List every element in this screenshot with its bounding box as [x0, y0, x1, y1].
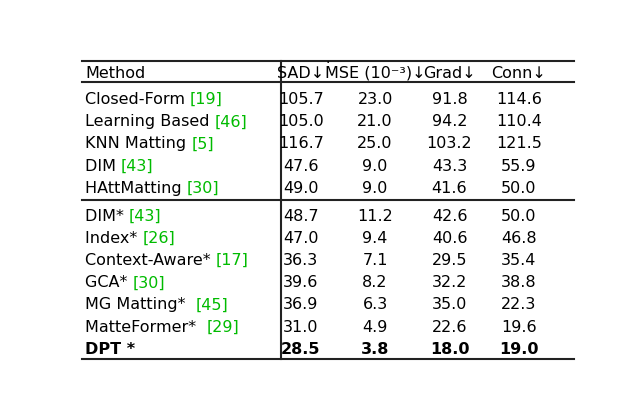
Text: 19.0: 19.0 [499, 343, 539, 357]
Text: MG Matting*: MG Matting* [85, 297, 196, 312]
Text: HAttMatting: HAttMatting [85, 181, 187, 196]
Text: 28.5: 28.5 [281, 343, 321, 357]
Text: 121.5: 121.5 [496, 137, 542, 152]
Text: 94.2: 94.2 [432, 114, 467, 129]
Text: 50.0: 50.0 [501, 209, 537, 224]
Text: 55.9: 55.9 [501, 159, 537, 174]
Text: Closed-Form: Closed-Form [85, 92, 190, 107]
Text: 19.6: 19.6 [501, 320, 537, 335]
Text: 103.2: 103.2 [427, 137, 472, 152]
Text: 48.7: 48.7 [283, 209, 319, 224]
Text: KNN Matting: KNN Matting [85, 137, 191, 152]
Text: Index*: Index* [85, 231, 142, 246]
Text: 29.5: 29.5 [432, 253, 467, 268]
Text: 35.0: 35.0 [432, 297, 467, 312]
Text: 9.0: 9.0 [362, 181, 388, 196]
Text: 91.8: 91.8 [431, 92, 467, 107]
Text: MatteFormer*: MatteFormer* [85, 320, 206, 335]
Text: 9.0: 9.0 [362, 159, 388, 174]
Text: DPT *: DPT * [85, 343, 135, 357]
Text: 22.3: 22.3 [501, 297, 537, 312]
Text: DIM: DIM [85, 159, 121, 174]
Text: Context-Aware*: Context-Aware* [85, 253, 216, 268]
Text: Conn↓: Conn↓ [492, 66, 547, 81]
Text: [30]: [30] [132, 276, 165, 291]
Text: 31.0: 31.0 [283, 320, 319, 335]
Text: 22.6: 22.6 [432, 320, 467, 335]
Text: 32.2: 32.2 [432, 276, 467, 291]
Text: [45]: [45] [196, 297, 228, 312]
Text: Method: Method [85, 66, 145, 81]
Text: 7.1: 7.1 [362, 253, 388, 268]
Text: 114.6: 114.6 [496, 92, 542, 107]
Text: [30]: [30] [187, 181, 220, 196]
Text: [43]: [43] [129, 209, 161, 224]
Text: 8.2: 8.2 [362, 276, 388, 291]
Text: DIM*: DIM* [85, 209, 129, 224]
Text: 41.6: 41.6 [432, 181, 467, 196]
Text: 38.8: 38.8 [501, 276, 537, 291]
Text: [19]: [19] [190, 92, 223, 107]
Text: 42.6: 42.6 [432, 209, 467, 224]
Text: [5]: [5] [191, 137, 214, 152]
Text: Grad↓: Grad↓ [423, 66, 476, 81]
Text: 46.8: 46.8 [501, 231, 537, 246]
Text: 11.2: 11.2 [357, 209, 393, 224]
Text: 3.8: 3.8 [361, 343, 389, 357]
Text: 47.0: 47.0 [283, 231, 319, 246]
Text: 49.0: 49.0 [283, 181, 319, 196]
Text: .: . [326, 52, 330, 66]
Text: 23.0: 23.0 [357, 92, 393, 107]
Text: [26]: [26] [142, 231, 175, 246]
Text: 105.7: 105.7 [278, 92, 324, 107]
Text: 105.0: 105.0 [278, 114, 324, 129]
Text: 21.0: 21.0 [357, 114, 393, 129]
Text: 25.0: 25.0 [357, 137, 393, 152]
Text: 35.4: 35.4 [501, 253, 537, 268]
Text: 9.4: 9.4 [362, 231, 388, 246]
Text: [17]: [17] [216, 253, 248, 268]
Text: [43]: [43] [121, 159, 154, 174]
Text: 6.3: 6.3 [362, 297, 388, 312]
Text: 39.6: 39.6 [283, 276, 319, 291]
Text: 40.6: 40.6 [432, 231, 467, 246]
Text: 116.7: 116.7 [278, 137, 324, 152]
Text: Learning Based: Learning Based [85, 114, 214, 129]
Text: 47.6: 47.6 [283, 159, 319, 174]
Text: 4.9: 4.9 [362, 320, 388, 335]
Text: [29]: [29] [206, 320, 239, 335]
Text: GCA*: GCA* [85, 276, 132, 291]
Text: 110.4: 110.4 [496, 114, 542, 129]
Text: [46]: [46] [214, 114, 247, 129]
Text: SAD↓: SAD↓ [277, 66, 324, 81]
Text: 50.0: 50.0 [501, 181, 537, 196]
Text: 43.3: 43.3 [432, 159, 467, 174]
Text: MSE (10⁻³)↓: MSE (10⁻³)↓ [325, 66, 426, 81]
Text: 36.9: 36.9 [283, 297, 319, 312]
Text: 18.0: 18.0 [430, 343, 469, 357]
Text: 36.3: 36.3 [283, 253, 318, 268]
